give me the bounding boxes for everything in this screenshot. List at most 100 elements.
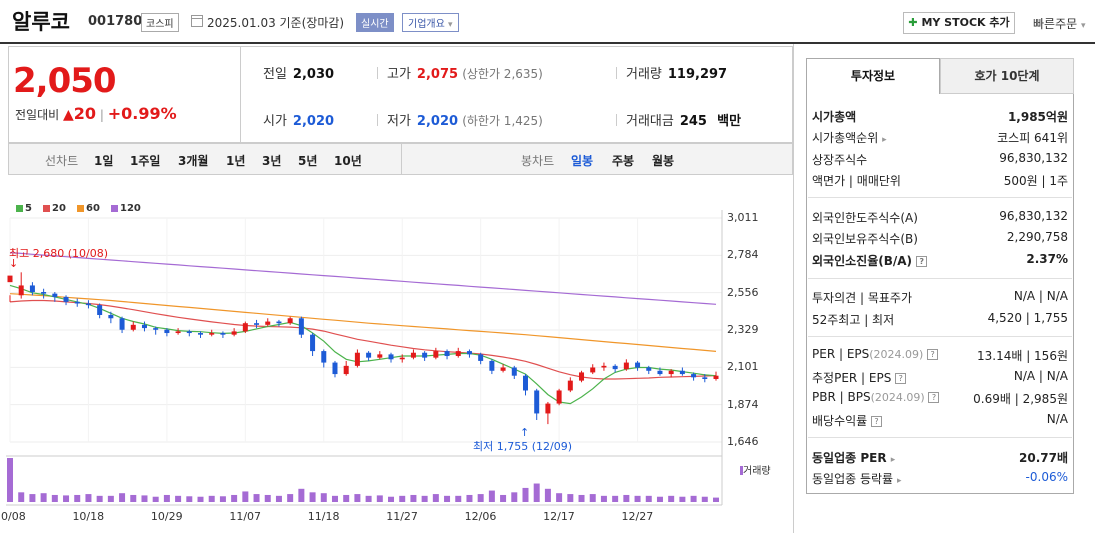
foreign-limit-label: 외국인한도주식수(A) — [812, 211, 918, 225]
candle-body — [422, 352, 428, 358]
candle-body — [679, 370, 685, 375]
volume-value: 119,297 — [667, 67, 728, 82]
volume-bar — [119, 493, 126, 502]
period-1d[interactable]: 1일 — [94, 154, 114, 168]
pbr-bps-label: PBR | BPS(2024.09) ? — [812, 390, 940, 404]
period-3m[interactable]: 3개월 — [178, 154, 209, 168]
est-per-eps-text: 추정PER | EPS — [812, 371, 892, 385]
tab-orderbook[interactable]: 호가 10단계 — [940, 58, 1074, 94]
volume-bar — [533, 483, 540, 502]
lower-limit: (하한가 1,425) — [462, 114, 543, 128]
invest-info-panel — [806, 94, 1074, 494]
candle-body — [298, 318, 304, 335]
price-summary: 2,050 전일대비 ▲20 | +0.99% 전일 2,030 고가 2,075 … — [8, 46, 793, 143]
help-icon[interactable]: ? — [928, 392, 940, 403]
dividend-row: 배당수익률 ? N/A — [812, 412, 1068, 430]
up-arrow-icon: ↑ — [520, 426, 530, 439]
x-tick-label: 10/29 — [150, 510, 183, 523]
chevron-right-icon: ▸ — [896, 476, 902, 486]
candle-body — [377, 354, 383, 358]
period-1w[interactable]: 1주일 — [130, 154, 161, 168]
open-value: 2,020 — [292, 114, 335, 129]
volume-bar — [421, 495, 428, 502]
price-chart[interactable] — [0, 0, 793, 533]
market-cap-rank-row[interactable]: 시가총액순위 ▸ 코스피 641위 — [812, 129, 1068, 147]
help-icon[interactable]: ? — [927, 349, 939, 360]
volume-bar — [488, 490, 495, 502]
help-icon[interactable]: ? — [871, 416, 883, 427]
par-value-value: 500원 | 1주 — [1003, 174, 1068, 188]
candle-body — [231, 331, 237, 335]
volume: 거래량 119,297 — [626, 63, 727, 82]
volume-bar — [242, 491, 249, 502]
plus-icon: ✚ — [908, 16, 918, 29]
ma60-line — [9, 293, 717, 352]
y-tick-label: 3,011 — [727, 211, 759, 224]
volume-bar — [175, 495, 182, 502]
volume-bar — [51, 494, 58, 502]
change-label: 전일대비 — [15, 108, 60, 122]
candle-body — [354, 352, 360, 366]
opinion-label: 투자의견 | 목표주가 — [812, 291, 912, 305]
tab-invest-info[interactable]: 투자정보 — [806, 58, 940, 94]
base-date: 2025.01.03 기준(장마감) — [207, 16, 345, 30]
legend-swatch — [111, 205, 118, 212]
volume-bar — [589, 494, 596, 502]
candle-body — [635, 362, 641, 368]
volume-bar — [444, 495, 451, 502]
volume-bar — [634, 495, 641, 502]
company-overview-dropdown[interactable]: 기업개요 ▾ — [402, 13, 459, 32]
volume-bar — [275, 495, 282, 502]
candle-weekly[interactable]: 주봉 — [612, 154, 635, 168]
realtime-button[interactable]: 실시간 — [356, 13, 394, 32]
candle-body — [567, 380, 573, 391]
quick-order-button[interactable]: 빠른주문 ▾ — [1033, 15, 1086, 32]
candle-body — [343, 365, 349, 375]
up-triangle-icon: ▲ — [63, 107, 74, 123]
candle-monthly[interactable]: 월봉 — [652, 154, 675, 168]
candle-body — [691, 374, 697, 378]
chevron-right-icon: ▸ — [882, 135, 887, 145]
per-eps-value: 13.14배 | 156원 — [976, 349, 1068, 363]
candle-body — [466, 351, 472, 355]
chevron-down-icon: ▾ — [1081, 21, 1086, 31]
help-icon[interactable]: ? — [916, 256, 928, 267]
candle-daily[interactable]: 일봉 — [571, 154, 594, 168]
foreign-ratio-value: 2.37% — [1026, 252, 1068, 266]
candle-body — [153, 328, 159, 330]
prev-close-value: 2,030 — [292, 67, 335, 82]
sector-change-value: -0.06% — [1025, 470, 1068, 484]
candle-body — [198, 333, 204, 335]
prev-close: 전일 2,030 — [263, 63, 334, 82]
market-cap-rank-value: 코스피 641위 — [997, 131, 1068, 145]
volume-bar — [186, 496, 193, 502]
candle-body — [186, 331, 192, 334]
candle-body — [85, 303, 91, 306]
x-tick-label: 12/17 — [543, 510, 575, 523]
sector-change-row: 동일업종 등락률 ▸ -0.06% — [812, 470, 1068, 488]
volume-bar — [600, 495, 607, 502]
sector-per-text: 동일업종 PER — [812, 451, 887, 465]
volume-bar — [253, 494, 260, 502]
x-tick-label: 10/08 — [0, 510, 26, 523]
foreign-holding-value: 2,290,758 — [1006, 230, 1068, 244]
my-stock-add-button[interactable]: ✚ MY STOCK 추가 — [903, 12, 1015, 34]
volume-bar — [477, 494, 484, 502]
volume-bar — [331, 495, 338, 502]
volume-bar — [152, 496, 159, 502]
opinion-value: N/A | N/A — [1013, 289, 1068, 303]
period-10y[interactable]: 10년 — [334, 154, 362, 168]
x-tick-label: 10/18 — [72, 510, 105, 523]
candle-body — [444, 351, 450, 357]
stock-header: 알루코 001780 코스피 2025.01.03 기준(장마감) 실시간 기업… — [0, 0, 1095, 44]
calendar-icon — [191, 15, 203, 27]
period-5y[interactable]: 5년 — [298, 154, 318, 168]
candle-body — [489, 360, 495, 371]
help-icon[interactable]: ? — [895, 373, 907, 384]
pbr-bps-text: PBR | BPS — [812, 390, 871, 404]
period-3y[interactable]: 3년 — [262, 154, 282, 168]
candle-body — [321, 351, 327, 363]
volume-bar — [163, 494, 170, 502]
period-1y[interactable]: 1년 — [226, 154, 246, 168]
x-tick-label: 11/07 — [229, 510, 262, 523]
